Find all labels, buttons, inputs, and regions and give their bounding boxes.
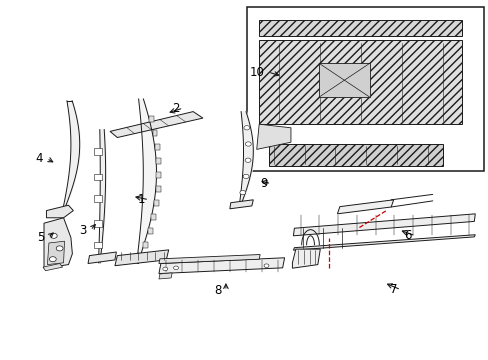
Bar xyxy=(156,172,161,178)
Polygon shape xyxy=(159,273,172,279)
Circle shape xyxy=(240,190,245,195)
Text: 5: 5 xyxy=(37,231,44,244)
Polygon shape xyxy=(115,250,168,266)
Polygon shape xyxy=(46,205,73,218)
Polygon shape xyxy=(88,252,116,264)
Polygon shape xyxy=(47,241,64,265)
Polygon shape xyxy=(229,200,253,209)
Bar xyxy=(246,7,483,171)
Text: 9: 9 xyxy=(260,177,267,190)
Bar xyxy=(94,174,102,180)
Bar xyxy=(94,242,102,248)
Polygon shape xyxy=(293,214,474,236)
Bar xyxy=(143,242,148,248)
Bar xyxy=(259,40,461,124)
Circle shape xyxy=(56,246,63,251)
Polygon shape xyxy=(43,264,62,271)
Bar xyxy=(152,130,157,136)
Circle shape xyxy=(245,142,251,146)
Text: 4: 4 xyxy=(35,152,42,165)
Bar xyxy=(156,158,161,164)
Bar xyxy=(259,20,461,36)
Polygon shape xyxy=(292,249,320,268)
Text: 2: 2 xyxy=(172,102,179,114)
Polygon shape xyxy=(337,200,393,214)
Polygon shape xyxy=(293,235,474,250)
Text: 6: 6 xyxy=(404,229,411,242)
Text: 7: 7 xyxy=(389,283,396,296)
Text: 8: 8 xyxy=(214,284,222,297)
Circle shape xyxy=(50,233,57,238)
Bar xyxy=(155,186,160,192)
Circle shape xyxy=(49,257,56,262)
Bar xyxy=(94,220,102,227)
Circle shape xyxy=(244,158,250,162)
Bar xyxy=(149,116,154,122)
Bar xyxy=(268,144,442,166)
Bar xyxy=(94,195,102,202)
Bar xyxy=(155,144,160,150)
Circle shape xyxy=(243,174,248,179)
Text: 10: 10 xyxy=(249,66,264,78)
Polygon shape xyxy=(44,218,72,268)
Bar xyxy=(151,214,156,220)
Bar xyxy=(94,148,102,155)
Circle shape xyxy=(163,267,167,271)
Polygon shape xyxy=(159,255,260,264)
Polygon shape xyxy=(159,258,284,274)
Bar xyxy=(153,200,158,206)
Polygon shape xyxy=(110,112,203,138)
Text: 1: 1 xyxy=(138,193,145,206)
Circle shape xyxy=(173,266,178,270)
Circle shape xyxy=(244,126,249,130)
Circle shape xyxy=(264,264,268,267)
Bar xyxy=(147,228,152,234)
Bar xyxy=(318,63,369,97)
Text: 3: 3 xyxy=(79,224,86,237)
Polygon shape xyxy=(256,124,290,149)
